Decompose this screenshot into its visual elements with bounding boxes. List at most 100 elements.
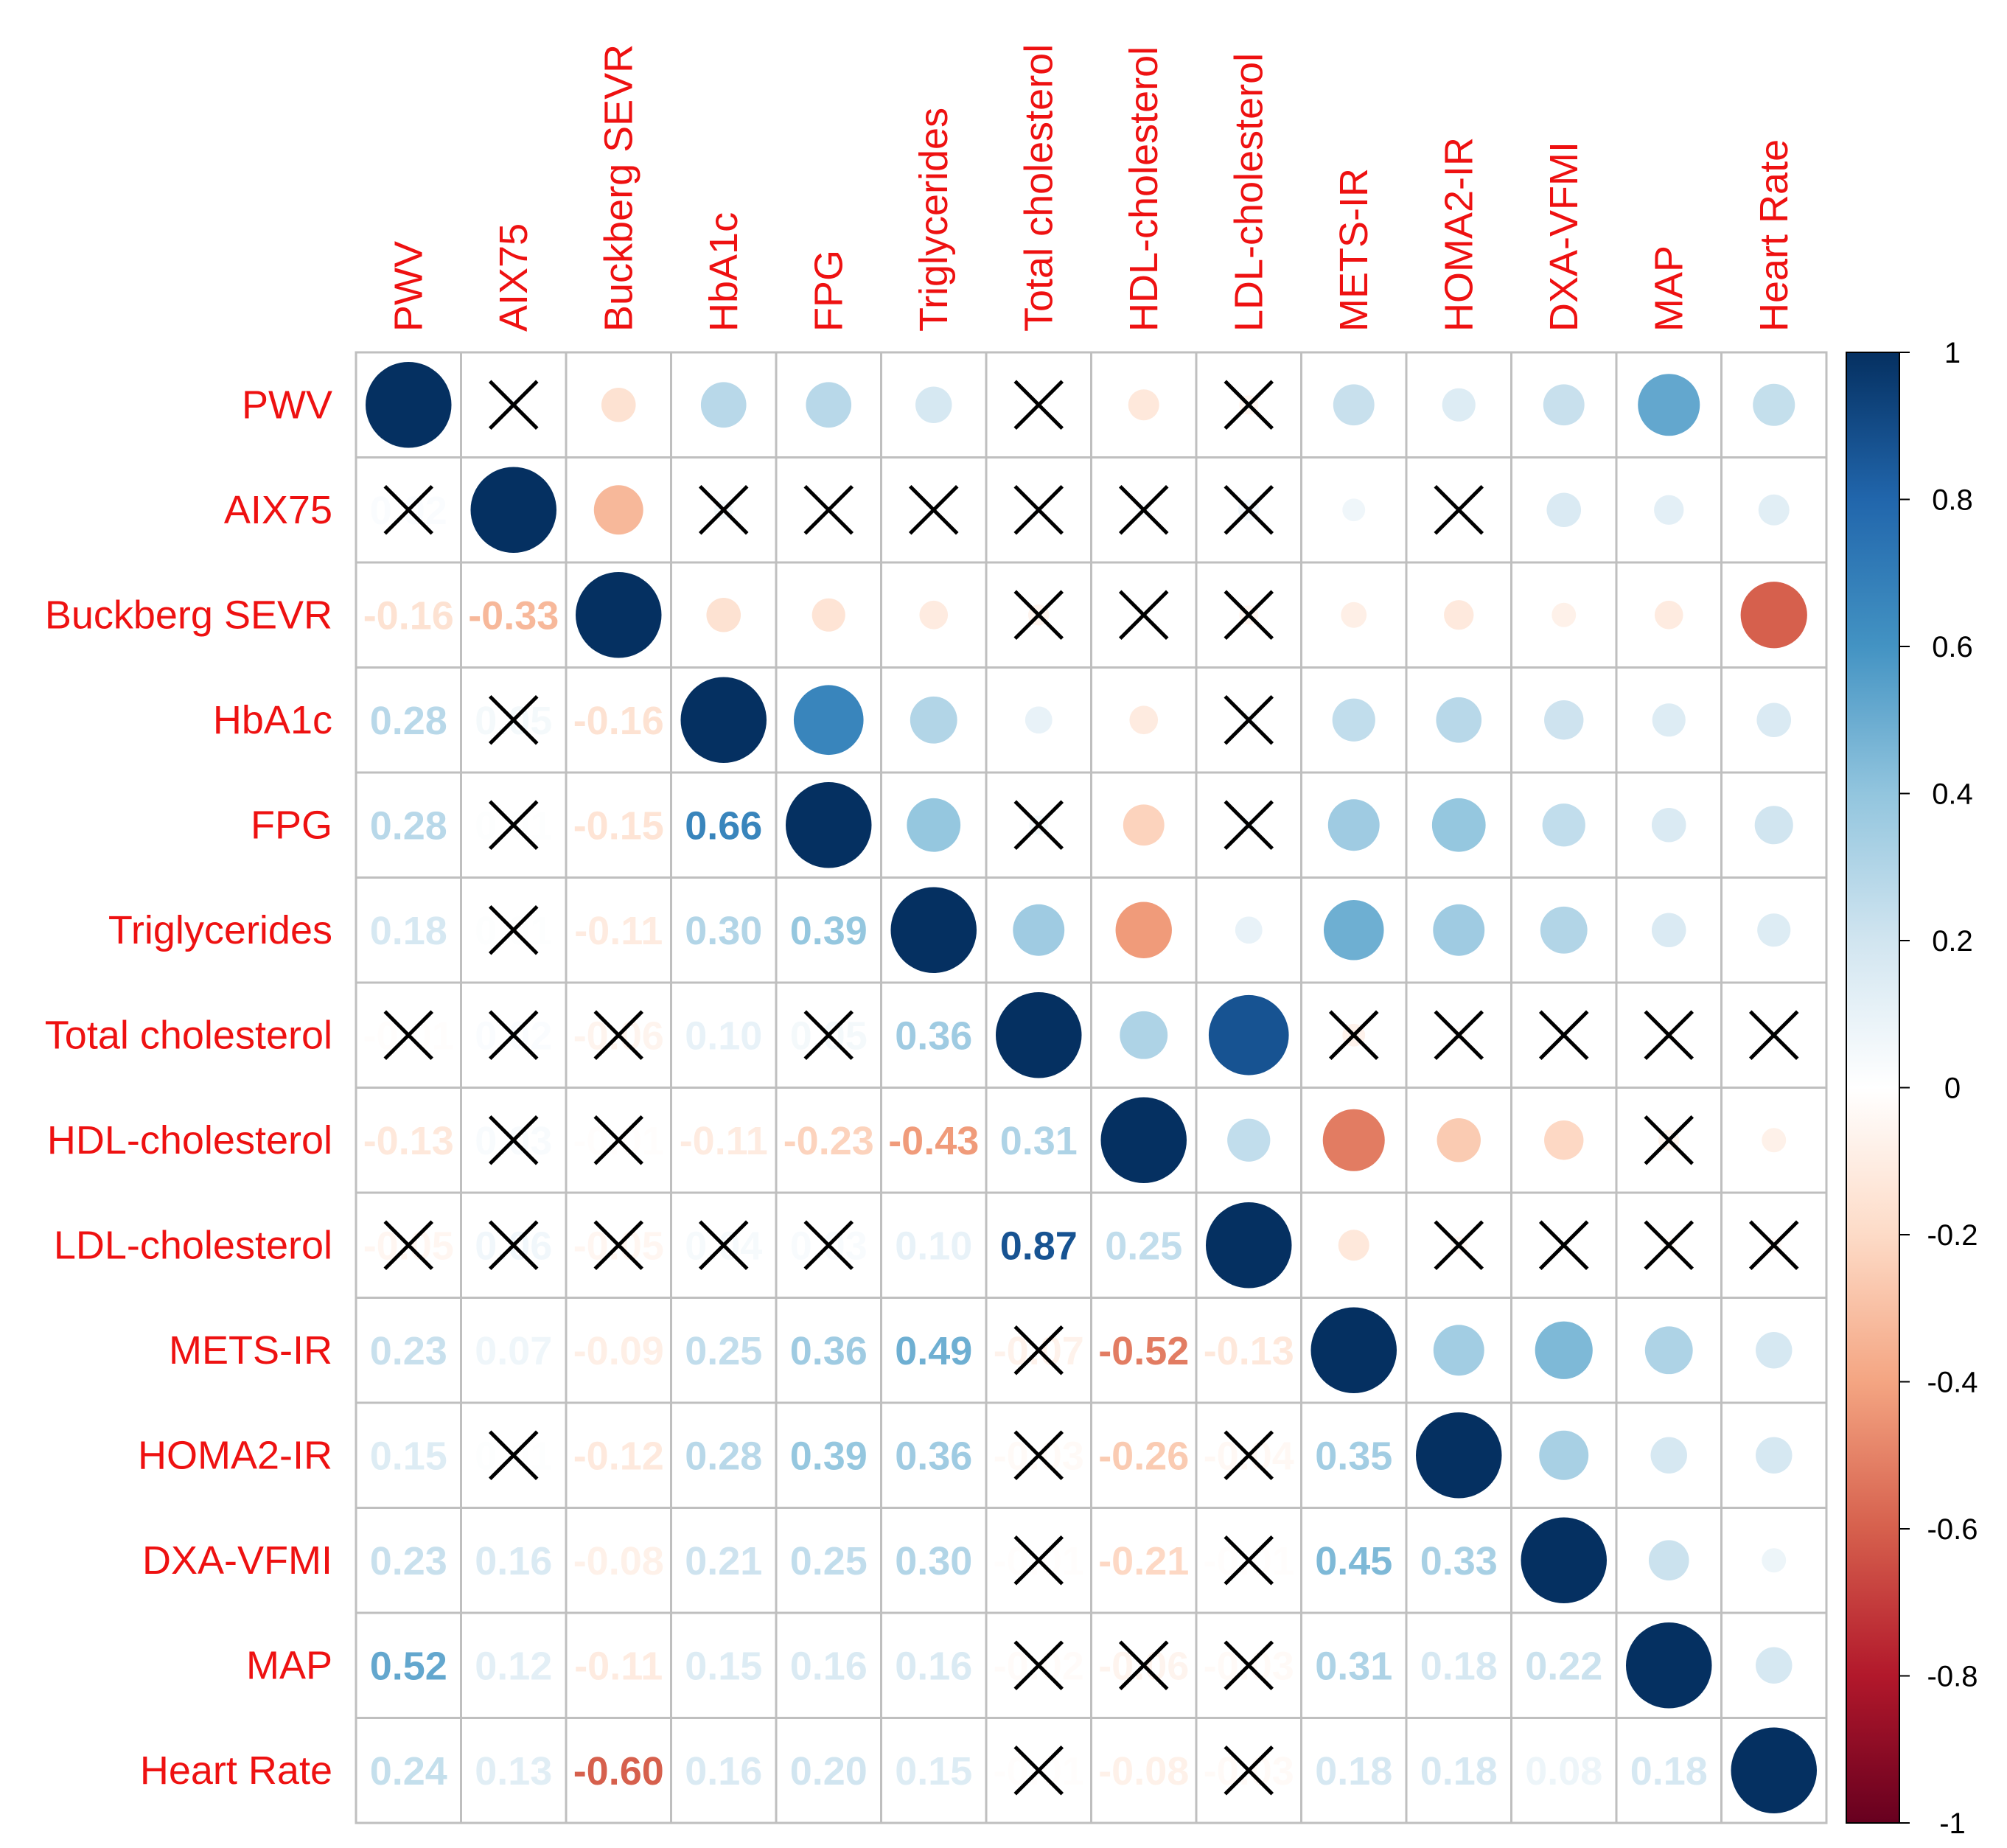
correlation-circle xyxy=(1542,803,1585,847)
correlation-value: 0.33 xyxy=(1420,1539,1498,1583)
correlation-circle xyxy=(1753,383,1795,426)
insignificant-cross-mark xyxy=(1328,1010,1379,1061)
correlation-value: -0.11 xyxy=(680,1119,768,1163)
column-label: HOMA2-IR xyxy=(1437,137,1481,332)
insignificant-cross-mark xyxy=(1013,1640,1064,1691)
matrix-cell xyxy=(1720,351,1828,458)
color-legend: 1 0.8 0.6 0.4 0.2 0 -0.2 -0.4 -0.6 -0.8 -1 xyxy=(1846,337,1978,1840)
matrix-cell xyxy=(880,1297,988,1404)
matrix-cell xyxy=(670,1717,778,1824)
matrix-cell xyxy=(565,1297,672,1404)
correlation-circle xyxy=(890,887,977,973)
matrix-cell xyxy=(1615,1717,1722,1824)
matrix-cell xyxy=(460,1297,568,1404)
correlation-value: 0.16 xyxy=(790,1644,868,1688)
correlation-value: 0.28 xyxy=(370,699,447,743)
matrix-cell xyxy=(1090,351,1198,458)
insignificant-cross-mark xyxy=(1013,1430,1064,1481)
matrix-cell xyxy=(1090,1297,1198,1404)
matrix-cell xyxy=(355,1297,462,1404)
correlation-value: 0.20 xyxy=(790,1749,868,1793)
correlation-circle xyxy=(1644,1326,1693,1375)
row-label: Heart Rate xyxy=(140,1748,332,1793)
insignificant-cross-mark xyxy=(593,1115,644,1165)
matrix-cell xyxy=(565,666,672,774)
insignificant-cross-mark xyxy=(488,1115,539,1165)
insignificant-cross-mark xyxy=(1748,1220,1799,1271)
correlation-value: 0.66 xyxy=(685,803,762,848)
legend-tick-label: 0.4 xyxy=(1932,778,1973,811)
insignificant-cross-mark xyxy=(1644,1115,1694,1165)
correlation-value: -0.15 xyxy=(573,803,664,848)
correlation-value: 0.18 xyxy=(1420,1644,1498,1688)
row-label: Triglycerides xyxy=(108,908,332,952)
correlation-value: 0.18 xyxy=(370,909,447,953)
insignificant-cross-mark xyxy=(1118,1640,1169,1691)
column-label: Buckberg SEVR xyxy=(596,44,641,332)
correlation-value: 0.16 xyxy=(895,1644,972,1688)
correlation-circle xyxy=(1206,1202,1292,1289)
matrix-cell xyxy=(775,1401,882,1509)
row-label: FPG xyxy=(251,803,332,847)
correlation-value: -0.13 xyxy=(1204,1329,1294,1373)
legend-tick-label: -1 xyxy=(1939,1807,1966,1840)
insignificant-cross-mark xyxy=(908,484,959,535)
correlation-value: 0.18 xyxy=(1420,1749,1498,1793)
matrix-cell xyxy=(670,876,778,984)
correlation-circle xyxy=(1756,1647,1793,1684)
correlation-circle xyxy=(1333,384,1375,426)
column-label: PWV xyxy=(386,241,430,332)
matrix-cell xyxy=(880,1401,988,1509)
row-label: HDL-cholesterol xyxy=(47,1118,332,1162)
insignificant-cross-mark xyxy=(1013,800,1064,851)
insignificant-cross-mark xyxy=(1224,1745,1274,1796)
matrix-cell xyxy=(565,1401,672,1509)
correlation-circle xyxy=(1436,697,1482,743)
row-label: METS-IR xyxy=(169,1328,332,1373)
correlation-value: 0.87 xyxy=(1000,1224,1078,1268)
correlation-circle xyxy=(1544,700,1584,740)
correlation-circle xyxy=(1341,602,1367,628)
correlation-circle xyxy=(1754,806,1793,845)
correlation-circle xyxy=(680,677,767,763)
correlation-value: 0.25 xyxy=(685,1329,762,1373)
insignificant-cross-mark xyxy=(593,1220,644,1271)
correlation-circle xyxy=(1437,1118,1481,1162)
correlation-circle xyxy=(593,485,643,535)
matrix-cell xyxy=(1090,456,1198,564)
legend-tick-label: 0 xyxy=(1944,1073,1961,1105)
matrix-cell xyxy=(775,1087,882,1194)
matrix-cell xyxy=(355,666,462,774)
correlation-value: 0.15 xyxy=(370,1434,447,1478)
correlation-circle xyxy=(1129,705,1159,735)
correlation-circle xyxy=(1654,495,1684,525)
correlation-circle xyxy=(811,598,845,632)
correlation-value: -0.23 xyxy=(783,1119,874,1163)
legend-tick-label: -0.8 xyxy=(1927,1661,1978,1693)
correlation-circle xyxy=(1115,902,1172,958)
insignificant-cross-mark xyxy=(1013,484,1064,535)
correlation-value: 0.52 xyxy=(370,1644,447,1688)
correlation-value: -0.08 xyxy=(1098,1749,1189,1793)
insignificant-cross-mark xyxy=(1118,590,1169,641)
correlation-value: -0.12 xyxy=(573,1434,664,1478)
correlation-value: 0.15 xyxy=(895,1749,972,1793)
matrix-cell xyxy=(1405,1611,1512,1719)
insignificant-cross-mark xyxy=(488,904,539,955)
correlation-circle xyxy=(601,387,636,422)
correlation-circle xyxy=(1552,602,1577,627)
legend-tick-label: 1 xyxy=(1944,337,1961,369)
matrix-cell xyxy=(775,1297,882,1404)
insignificant-cross-mark xyxy=(1013,1535,1064,1586)
correlation-value: -0.16 xyxy=(363,593,454,638)
correlation-circle xyxy=(1208,994,1289,1075)
correlation-value: -0.11 xyxy=(574,1644,663,1688)
insignificant-cross-mark xyxy=(1013,1325,1064,1375)
insignificant-cross-mark xyxy=(1224,694,1274,745)
correlation-circle xyxy=(700,382,747,428)
matrix-cell xyxy=(460,1507,568,1614)
insignificant-cross-mark xyxy=(488,1010,539,1061)
insignificant-cross-mark xyxy=(1224,1535,1274,1586)
matrix-cell xyxy=(775,1611,882,1719)
